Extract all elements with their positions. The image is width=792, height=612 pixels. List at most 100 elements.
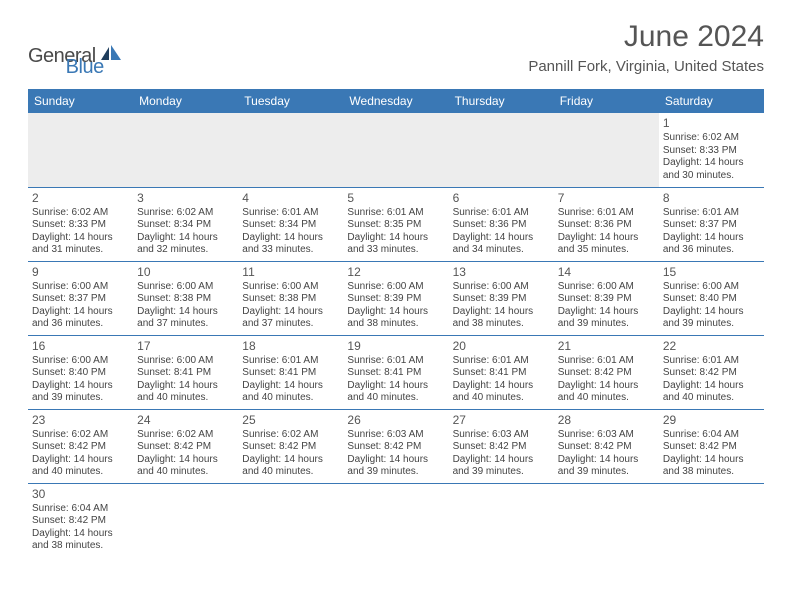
sunrise-line: Sunrise: 6:02 AM bbox=[32, 207, 129, 220]
sunrise-line: Sunrise: 6:01 AM bbox=[558, 207, 655, 220]
day-number: 17 bbox=[137, 339, 234, 354]
calendar-day-cell: 24Sunrise: 6:02 AMSunset: 8:42 PMDayligh… bbox=[133, 409, 238, 483]
day-number: 3 bbox=[137, 191, 234, 206]
day-number: 13 bbox=[453, 265, 550, 280]
day-number: 4 bbox=[242, 191, 339, 206]
calendar-day-cell: 1Sunrise: 6:02 AMSunset: 8:33 PMDaylight… bbox=[659, 113, 764, 187]
day-number: 1 bbox=[663, 116, 760, 131]
calendar-day-cell: 17Sunrise: 6:00 AMSunset: 8:41 PMDayligh… bbox=[133, 335, 238, 409]
sunset-line: Sunset: 8:40 PM bbox=[663, 293, 760, 306]
header: General Blue June 2024 Pannill Fork, Vir… bbox=[28, 20, 764, 79]
daylight-line: Daylight: 14 hours and 40 minutes. bbox=[453, 380, 550, 405]
day-number: 11 bbox=[242, 265, 339, 280]
daylight-line: Daylight: 14 hours and 40 minutes. bbox=[137, 454, 234, 479]
calendar-empty-cell bbox=[28, 113, 133, 187]
daylight-line: Daylight: 14 hours and 38 minutes. bbox=[663, 454, 760, 479]
title-block: June 2024 Pannill Fork, Virginia, United… bbox=[528, 20, 764, 75]
calendar-day-cell: 8Sunrise: 6:01 AMSunset: 8:37 PMDaylight… bbox=[659, 187, 764, 261]
daylight-line: Daylight: 14 hours and 34 minutes. bbox=[453, 232, 550, 257]
daylight-line: Daylight: 14 hours and 33 minutes. bbox=[242, 232, 339, 257]
daylight-line: Daylight: 14 hours and 40 minutes. bbox=[558, 380, 655, 405]
sunset-line: Sunset: 8:34 PM bbox=[137, 219, 234, 232]
sunrise-line: Sunrise: 6:01 AM bbox=[347, 207, 444, 220]
calendar-day-cell: 14Sunrise: 6:00 AMSunset: 8:39 PMDayligh… bbox=[554, 261, 659, 335]
sunrise-line: Sunrise: 6:04 AM bbox=[32, 503, 129, 516]
sunrise-line: Sunrise: 6:01 AM bbox=[558, 355, 655, 368]
daylight-line: Daylight: 14 hours and 36 minutes. bbox=[663, 232, 760, 257]
sunset-line: Sunset: 8:33 PM bbox=[32, 219, 129, 232]
day-number: 21 bbox=[558, 339, 655, 354]
day-number: 18 bbox=[242, 339, 339, 354]
calendar-empty-cell bbox=[449, 483, 554, 557]
sunrise-line: Sunrise: 6:01 AM bbox=[663, 355, 760, 368]
calendar-empty-cell bbox=[343, 113, 448, 187]
calendar-day-cell: 23Sunrise: 6:02 AMSunset: 8:42 PMDayligh… bbox=[28, 409, 133, 483]
daylight-line: Daylight: 14 hours and 33 minutes. bbox=[347, 232, 444, 257]
calendar-day-cell: 11Sunrise: 6:00 AMSunset: 8:38 PMDayligh… bbox=[238, 261, 343, 335]
calendar-empty-cell bbox=[133, 483, 238, 557]
sunrise-line: Sunrise: 6:02 AM bbox=[663, 132, 760, 145]
sunset-line: Sunset: 8:40 PM bbox=[32, 367, 129, 380]
daylight-line: Daylight: 14 hours and 38 minutes. bbox=[347, 306, 444, 331]
day-number: 7 bbox=[558, 191, 655, 206]
calendar-day-cell: 2Sunrise: 6:02 AMSunset: 8:33 PMDaylight… bbox=[28, 187, 133, 261]
daylight-line: Daylight: 14 hours and 39 minutes. bbox=[558, 454, 655, 479]
sunrise-line: Sunrise: 6:03 AM bbox=[347, 429, 444, 442]
calendar-week-row: 1Sunrise: 6:02 AMSunset: 8:33 PMDaylight… bbox=[28, 113, 764, 187]
calendar-day-cell: 10Sunrise: 6:00 AMSunset: 8:38 PMDayligh… bbox=[133, 261, 238, 335]
calendar-empty-cell bbox=[343, 483, 448, 557]
sunrise-line: Sunrise: 6:00 AM bbox=[137, 281, 234, 294]
sunrise-line: Sunrise: 6:00 AM bbox=[137, 355, 234, 368]
sunset-line: Sunset: 8:42 PM bbox=[663, 441, 760, 454]
calendar-day-cell: 3Sunrise: 6:02 AMSunset: 8:34 PMDaylight… bbox=[133, 187, 238, 261]
calendar-week-row: 30Sunrise: 6:04 AMSunset: 8:42 PMDayligh… bbox=[28, 483, 764, 557]
day-number: 24 bbox=[137, 413, 234, 428]
calendar-day-cell: 6Sunrise: 6:01 AMSunset: 8:36 PMDaylight… bbox=[449, 187, 554, 261]
daylight-line: Daylight: 14 hours and 39 minutes. bbox=[663, 306, 760, 331]
calendar-empty-cell bbox=[238, 113, 343, 187]
day-number: 10 bbox=[137, 265, 234, 280]
sunset-line: Sunset: 8:38 PM bbox=[137, 293, 234, 306]
day-number: 15 bbox=[663, 265, 760, 280]
daylight-line: Daylight: 14 hours and 40 minutes. bbox=[663, 380, 760, 405]
calendar-week-row: 9Sunrise: 6:00 AMSunset: 8:37 PMDaylight… bbox=[28, 261, 764, 335]
daylight-line: Daylight: 14 hours and 40 minutes. bbox=[242, 454, 339, 479]
calendar-week-row: 23Sunrise: 6:02 AMSunset: 8:42 PMDayligh… bbox=[28, 409, 764, 483]
sunset-line: Sunset: 8:39 PM bbox=[453, 293, 550, 306]
calendar-empty-cell bbox=[554, 483, 659, 557]
day-number: 25 bbox=[242, 413, 339, 428]
brand-logo: General Blue bbox=[28, 20, 104, 79]
sunset-line: Sunset: 8:39 PM bbox=[558, 293, 655, 306]
calendar-week-row: 16Sunrise: 6:00 AMSunset: 8:40 PMDayligh… bbox=[28, 335, 764, 409]
sunset-line: Sunset: 8:42 PM bbox=[32, 515, 129, 528]
sunrise-line: Sunrise: 6:03 AM bbox=[558, 429, 655, 442]
sunrise-line: Sunrise: 6:01 AM bbox=[453, 355, 550, 368]
location: Pannill Fork, Virginia, United States bbox=[528, 58, 764, 75]
calendar-day-cell: 26Sunrise: 6:03 AMSunset: 8:42 PMDayligh… bbox=[343, 409, 448, 483]
sunrise-line: Sunrise: 6:02 AM bbox=[242, 429, 339, 442]
daylight-line: Daylight: 14 hours and 36 minutes. bbox=[32, 306, 129, 331]
calendar-table: Sunday Monday Tuesday Wednesday Thursday… bbox=[28, 89, 764, 557]
calendar-week-row: 2Sunrise: 6:02 AMSunset: 8:33 PMDaylight… bbox=[28, 187, 764, 261]
dayheader-fri: Friday bbox=[554, 89, 659, 113]
daylight-line: Daylight: 14 hours and 32 minutes. bbox=[137, 232, 234, 257]
calendar-day-cell: 5Sunrise: 6:01 AMSunset: 8:35 PMDaylight… bbox=[343, 187, 448, 261]
sunrise-line: Sunrise: 6:00 AM bbox=[663, 281, 760, 294]
sunset-line: Sunset: 8:41 PM bbox=[347, 367, 444, 380]
day-number: 27 bbox=[453, 413, 550, 428]
sunset-line: Sunset: 8:41 PM bbox=[453, 367, 550, 380]
calendar-day-cell: 28Sunrise: 6:03 AMSunset: 8:42 PMDayligh… bbox=[554, 409, 659, 483]
day-number: 14 bbox=[558, 265, 655, 280]
day-number: 5 bbox=[347, 191, 444, 206]
sunrise-line: Sunrise: 6:01 AM bbox=[242, 355, 339, 368]
day-number: 30 bbox=[32, 487, 129, 502]
calendar-day-cell: 15Sunrise: 6:00 AMSunset: 8:40 PMDayligh… bbox=[659, 261, 764, 335]
daylight-line: Daylight: 14 hours and 40 minutes. bbox=[137, 380, 234, 405]
brand-part2: Blue bbox=[66, 56, 104, 79]
day-number: 20 bbox=[453, 339, 550, 354]
daylight-line: Daylight: 14 hours and 39 minutes. bbox=[453, 454, 550, 479]
calendar-day-cell: 13Sunrise: 6:00 AMSunset: 8:39 PMDayligh… bbox=[449, 261, 554, 335]
sunset-line: Sunset: 8:33 PM bbox=[663, 145, 760, 158]
day-number: 6 bbox=[453, 191, 550, 206]
sunrise-line: Sunrise: 6:01 AM bbox=[663, 207, 760, 220]
